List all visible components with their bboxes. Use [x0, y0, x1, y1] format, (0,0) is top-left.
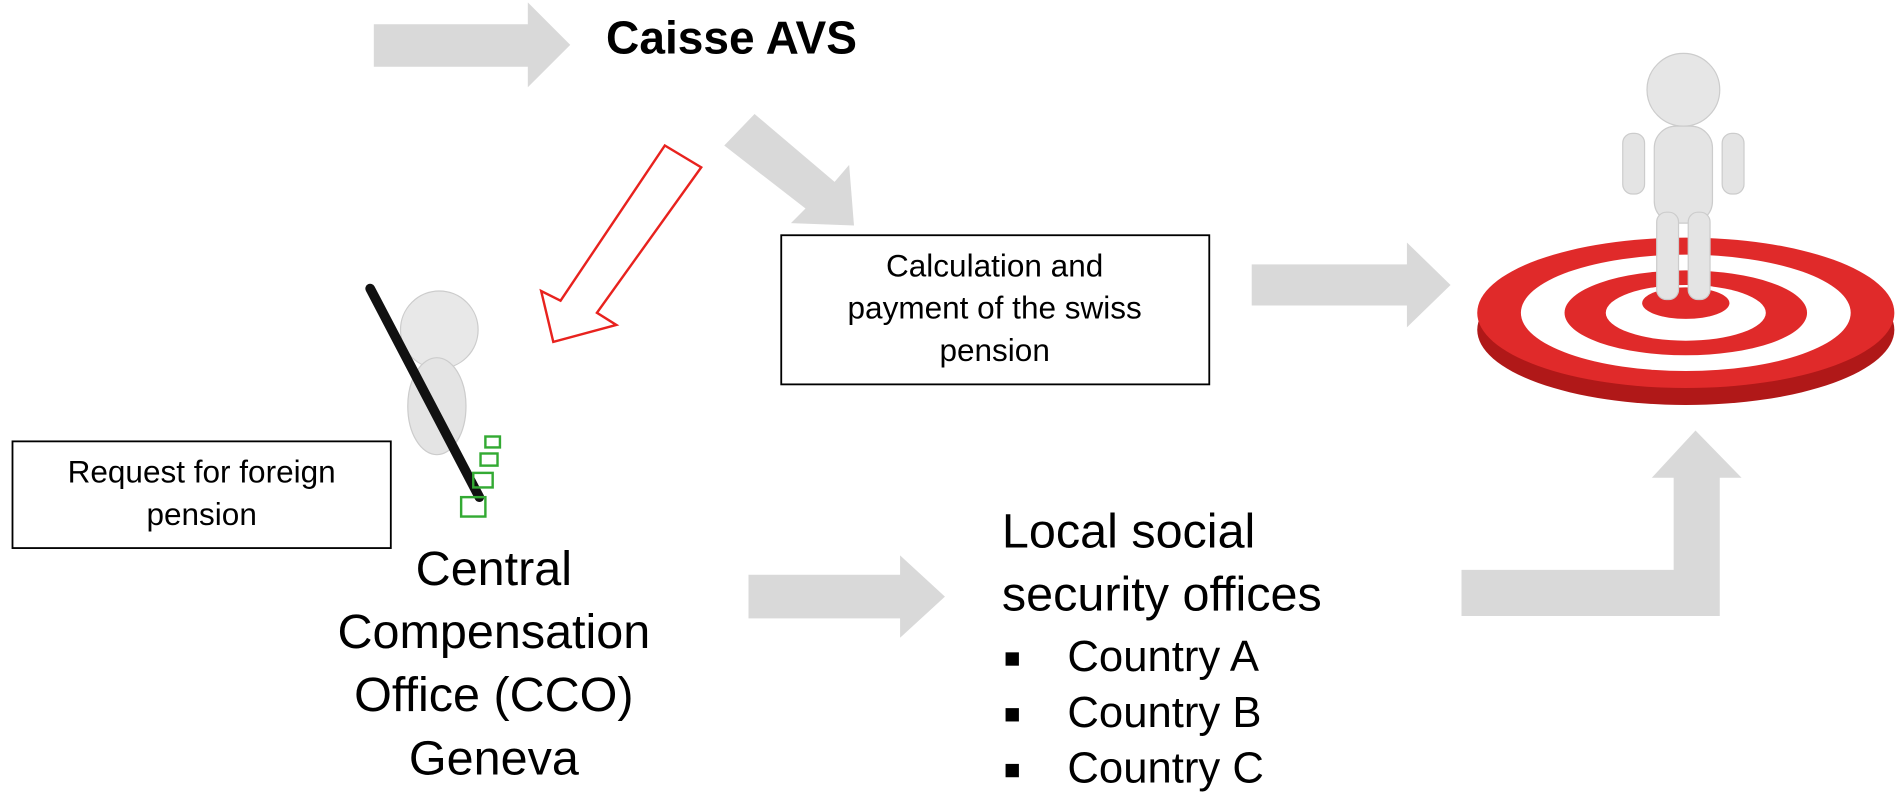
country: Country A: [1067, 632, 1260, 681]
box-text: Calculation and: [886, 247, 1103, 283]
cco-text: Compensation: [337, 605, 650, 659]
cco-text: Geneva: [409, 731, 579, 785]
arrow: [749, 555, 945, 637]
title: Caisse AVS: [606, 11, 857, 63]
arrow: [374, 2, 570, 87]
diagram: Caisse AVS Calculation and payment of th…: [0, 0, 1902, 793]
bullet: [1006, 652, 1019, 665]
box-text: pension: [939, 332, 1049, 368]
bullet: [1006, 708, 1019, 721]
country: Country B: [1067, 688, 1261, 737]
offices-text: security offices: [1002, 568, 1322, 622]
offices-text: Local social: [1002, 505, 1255, 559]
box-text: Request for foreign: [68, 453, 336, 489]
cco-text: Office (CCO): [354, 668, 633, 722]
arrow: [1252, 243, 1451, 328]
cco-text: Central: [416, 542, 572, 596]
arrow: [1461, 430, 1741, 616]
arrow: [724, 114, 854, 226]
page: {"header": {"title": "Caisse AVS"}, "cal…: [0, 0, 1902, 793]
box-text: pension: [146, 496, 256, 532]
target: [1477, 53, 1894, 405]
bullet: [1006, 764, 1019, 777]
box-text: payment of the swiss: [848, 290, 1142, 326]
arrow: [541, 146, 701, 342]
country: Country C: [1067, 744, 1263, 793]
